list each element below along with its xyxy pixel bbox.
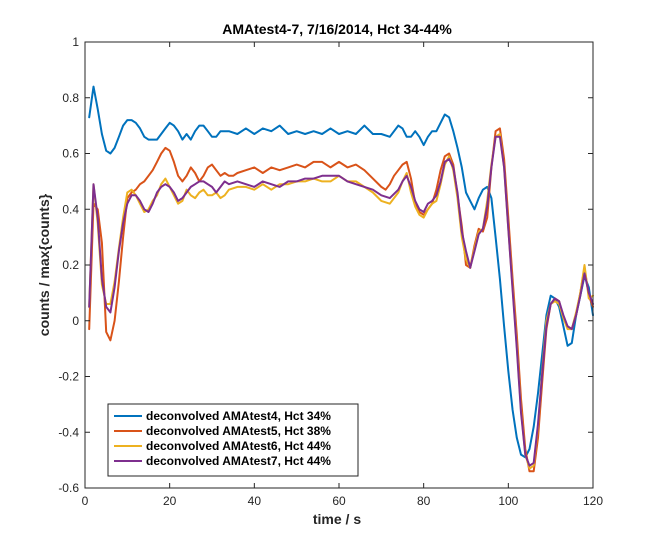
y-tick-label-4: 0.2 [62,258,79,272]
series-layer [88,85,594,473]
y-tick-label-2: -0.2 [58,370,79,384]
x-tick-label-0: 0 [82,494,89,508]
x-tick-label-4: 80 [417,494,431,508]
series-line-4 [88,135,594,467]
x-tick-label-6: 120 [583,494,603,508]
y-tick-label-5: 0.4 [62,202,79,216]
chart-title: AMAtest4-7, 7/16/2014, Hct 34-44% [222,21,452,37]
legend-label-1: deconvolved AMAtest4, Hct 34% [146,409,331,423]
y-axis-title: counts / max{counts} [36,193,52,336]
x-tick-label-3: 60 [332,494,346,508]
legend: deconvolved AMAtest4, Hct 34%deconvolved… [107,403,359,477]
x-axis-title: time / s [313,511,361,527]
series-line-1 [88,85,594,459]
x-tick-label-1: 20 [163,494,177,508]
y-tick-label-7: 0.8 [62,91,79,105]
legend-label-3: deconvolved AMAtest6, Hct 44% [146,439,331,453]
y-tick-label-0: -0.6 [58,481,79,495]
y-tick-label-3: 0 [72,314,79,328]
x-tick-label-5: 100 [498,494,518,508]
y-tick-label-8: 1 [72,35,79,49]
y-tick-label-6: 0.6 [62,147,79,161]
legend-label-2: deconvolved AMAtest5, Hct 38% [146,424,331,438]
axes-layer: 0 20 40 60 80 100 120 -0.6 -0.4 -0.2 0 0.2 0.4 0.6 0.8… [58,35,603,508]
legend-box [107,403,359,477]
y-tick-label-1: -0.4 [58,425,79,439]
legend-label-4: deconvolved AMAtest7, Hct 44% [146,454,331,468]
x-tick-label-2: 40 [248,494,262,508]
